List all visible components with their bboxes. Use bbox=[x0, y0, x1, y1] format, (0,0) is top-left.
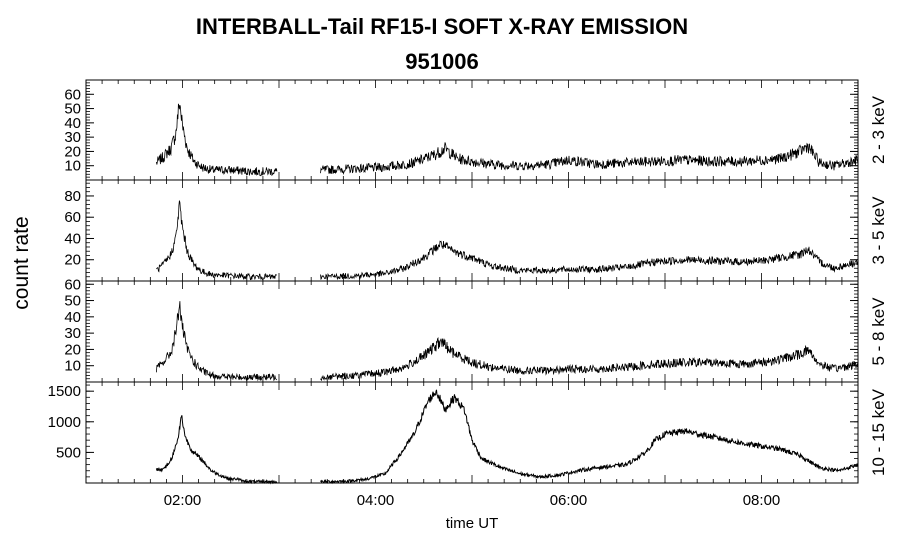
series-line bbox=[156, 301, 278, 382]
panel-energy-label: 3 - 5 keV bbox=[869, 196, 888, 265]
x-axis-label: time UT bbox=[446, 515, 499, 532]
series-line bbox=[320, 240, 859, 281]
series-line bbox=[155, 415, 278, 485]
x-tick-label: 02:00 bbox=[164, 492, 202, 509]
y-tick-label: 20 bbox=[64, 252, 81, 269]
y-tick-label: 80 bbox=[64, 188, 81, 205]
x-tick-label: 06:00 bbox=[550, 492, 588, 509]
y-tick-label: 50 bbox=[64, 293, 81, 310]
y-tick-label: 50 bbox=[64, 101, 81, 118]
chart-subtitle: 951006 bbox=[405, 49, 478, 74]
y-tick-label: 40 bbox=[64, 115, 81, 132]
series-line bbox=[320, 337, 859, 382]
y-tick-label: 10 bbox=[64, 358, 81, 375]
series-line bbox=[320, 142, 859, 176]
y-tick-label: 60 bbox=[64, 86, 81, 103]
panel-frame bbox=[85, 280, 859, 383]
series-line bbox=[156, 103, 278, 177]
y-tick-label: 1000 bbox=[48, 414, 81, 431]
panel-frame bbox=[85, 381, 859, 484]
panel-energy-label: 5 - 8 keV bbox=[869, 297, 888, 366]
series-line bbox=[320, 389, 859, 485]
y-tick-label: 30 bbox=[64, 129, 81, 146]
x-tick-label: 04:00 bbox=[357, 492, 395, 509]
series-line bbox=[156, 200, 278, 281]
y-tick-label: 1500 bbox=[48, 383, 81, 400]
chart-title: INTERBALL-Tail RF15-I SOFT X-RAY EMISSIO… bbox=[196, 14, 688, 39]
y-tick-label: 20 bbox=[64, 341, 81, 358]
y-tick-label: 20 bbox=[64, 143, 81, 160]
x-tick-label: 08:00 bbox=[743, 492, 781, 509]
panel-4: 500 1000 1500 10 - 15 keV bbox=[48, 381, 888, 485]
panel-energy-label: 10 - 15 keV bbox=[869, 388, 888, 476]
y-tick-label: 40 bbox=[64, 309, 81, 326]
y-axis-label: count rate bbox=[10, 216, 33, 309]
y-tick-label: 30 bbox=[64, 325, 81, 342]
y-tick-label: 60 bbox=[64, 209, 81, 226]
panel-frame bbox=[85, 179, 859, 282]
y-tick-label: 60 bbox=[64, 276, 81, 293]
y-tick-label: 10 bbox=[64, 158, 81, 175]
y-tick-label: 500 bbox=[56, 444, 81, 461]
panel-2: 20 40 60 80 3 - 5 keV bbox=[64, 179, 888, 282]
y-tick-label: 40 bbox=[64, 230, 81, 247]
panel-energy-label: 2 - 3 keV bbox=[869, 95, 888, 164]
